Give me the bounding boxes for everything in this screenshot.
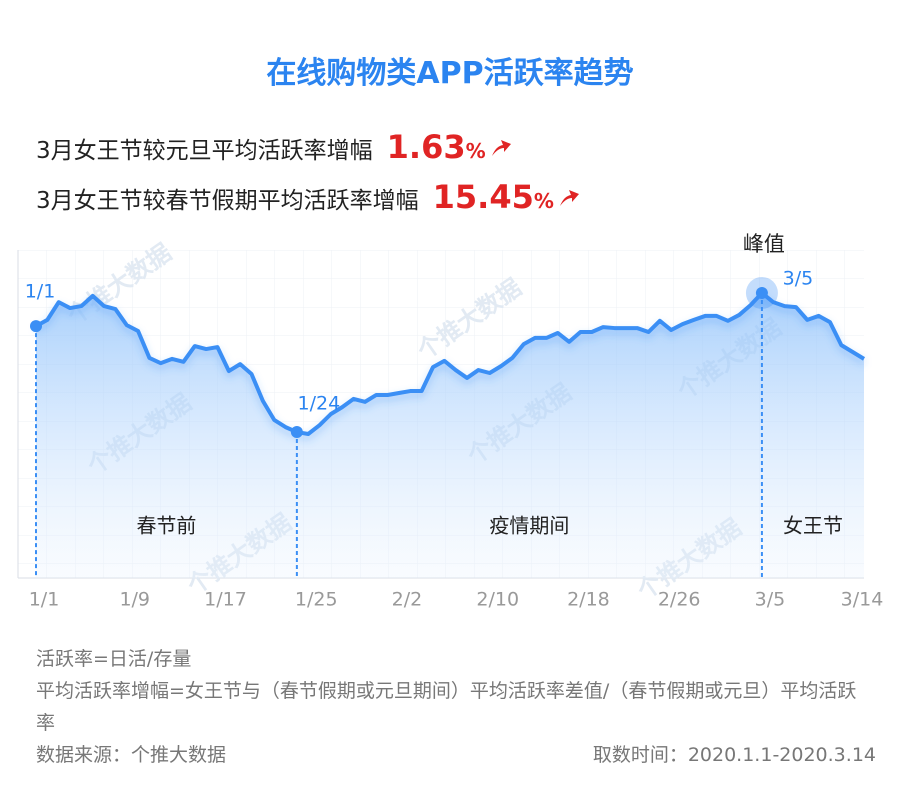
- stat-unit: %: [533, 189, 554, 213]
- chart: 个推大数据个推大数据个推大数据个推大数据个推大数据个推大数据个推大数据1/11/…: [17, 232, 884, 611]
- x-tick-label: 1/9: [119, 589, 150, 611]
- x-tick-label: 2/26: [658, 589, 701, 611]
- x-tick-label: 1/1: [29, 589, 60, 611]
- x-tick-label: 1/17: [204, 589, 247, 611]
- annotation-label: 3/5: [783, 267, 814, 289]
- x-tick-label: 2/10: [476, 589, 519, 611]
- period-label: 女王节: [783, 514, 843, 538]
- up-arrow: [491, 140, 511, 156]
- x-tick-label: 2/2: [392, 589, 423, 611]
- time-range: 取数时间：2020.1.1-2020.3.14: [592, 744, 876, 766]
- point: [755, 286, 768, 299]
- stat-unit: %: [465, 139, 486, 163]
- stat-label: 3月女王节较春节假期平均活跃率增幅: [36, 188, 419, 214]
- stat-value: 15.45: [432, 178, 534, 216]
- line: [35, 290, 866, 437]
- period-label: 疫情期间: [489, 514, 569, 538]
- annotation-note: 峰值: [743, 232, 785, 256]
- up-arrow: [559, 190, 579, 206]
- x-tick-label: 3/5: [755, 589, 786, 611]
- x-tick-label: 1/25: [295, 589, 338, 611]
- point: [30, 320, 42, 333]
- period-label: 春节前: [136, 514, 196, 538]
- note: 平均活跃率增幅=女王节与（春节假期或元旦期间）平均活跃率差值/（春节假期或元旦）…: [36, 680, 857, 734]
- annotation-label: 1/24: [298, 393, 341, 415]
- stat: 3月女王节较春节假期平均活跃率增幅 15.45 %: [36, 178, 580, 216]
- stat-label: 3月女王节较元旦平均活跃率增幅: [36, 138, 373, 164]
- chart-title: 在线购物类APP活跃率趋势: [266, 56, 634, 91]
- area-fill: [36, 292, 864, 578]
- stat: 3月女王节较元旦平均活跃率增幅 1.63 %: [36, 128, 512, 166]
- source: 数据来源：个推大数据: [36, 744, 227, 766]
- x-tick-label: 3/14: [841, 589, 884, 611]
- point: [290, 426, 303, 439]
- annotation-label: 1/1: [25, 281, 56, 303]
- stat-value: 1.63: [386, 128, 466, 166]
- note: 活跃率=日活/存量: [36, 648, 192, 670]
- x-tick-label: 2/18: [567, 589, 610, 611]
